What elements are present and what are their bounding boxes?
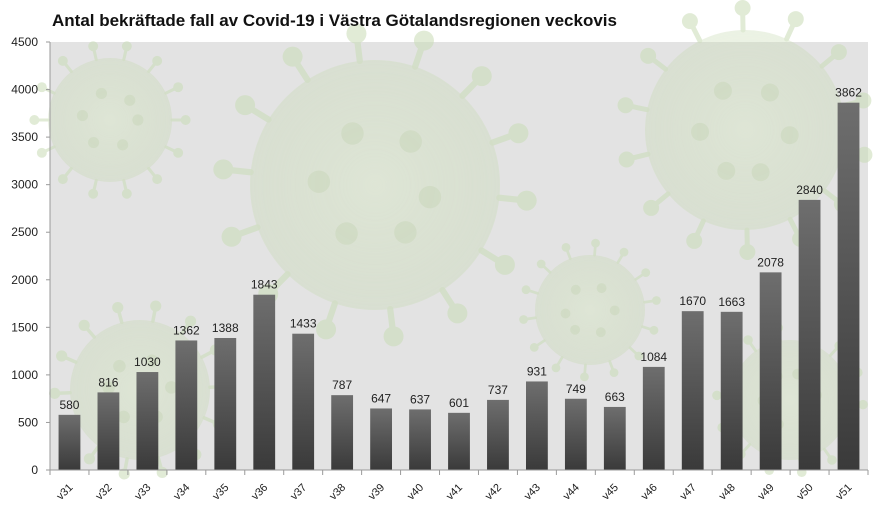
bar (448, 412, 470, 470)
bar (642, 366, 665, 470)
data-label: 1843 (251, 278, 278, 292)
data-label: 1670 (679, 294, 706, 308)
bars: 580 816 1030 1362 1388 1843 1433 787 647 637 601 73… (58, 86, 862, 471)
data-label: 1388 (212, 321, 239, 335)
bar (253, 294, 276, 470)
bar (136, 372, 159, 470)
y-tick-label: 0 (31, 463, 38, 477)
bar (370, 408, 393, 470)
x-tick-label: v32 (94, 482, 115, 503)
y-tick-label: 500 (18, 415, 38, 429)
x-axis: v31 v32 v33 v34 v35 v36 v37 v38 v39 v40 v41 v42 v43 v… (49, 469, 869, 503)
x-tick-label: v47 (678, 482, 699, 503)
bar (487, 399, 509, 470)
data-label: 1362 (173, 323, 200, 337)
y-tick-label: 1500 (11, 320, 38, 334)
x-tick-label: v49 (756, 482, 777, 503)
data-label: 601 (449, 396, 469, 410)
data-label: 637 (410, 392, 430, 406)
y-tick-label: 2000 (11, 273, 38, 287)
data-label: 580 (59, 398, 79, 412)
data-label: 749 (566, 382, 586, 396)
y-tick-label: 3000 (11, 178, 38, 192)
x-tick-label: v44 (561, 482, 582, 503)
x-tick-label: v43 (522, 482, 543, 503)
data-label: 647 (371, 391, 391, 405)
x-tick-label: v46 (639, 482, 660, 503)
x-tick-label: v36 (249, 482, 270, 503)
x-tick-label: v34 (171, 482, 192, 503)
bar (409, 409, 431, 470)
bar (331, 395, 354, 470)
data-label: 816 (98, 375, 118, 389)
x-tick-label: v31 (55, 482, 76, 503)
y-tick-label: 2500 (11, 225, 38, 239)
x-tick-label: v42 (483, 482, 504, 503)
data-label: 3862 (835, 86, 862, 100)
data-label: 1030 (134, 355, 161, 369)
bar (564, 398, 587, 470)
bar (175, 340, 198, 470)
x-tick-label: v50 (795, 482, 816, 503)
data-label: 2840 (796, 183, 823, 197)
data-label: 737 (488, 383, 508, 397)
virus-shape (519, 238, 661, 382)
x-tick-label: v40 (405, 482, 426, 503)
bar (58, 414, 81, 470)
x-tick-label: v33 (132, 482, 153, 503)
bar (759, 272, 782, 470)
bar (720, 311, 743, 470)
data-label: 663 (605, 390, 625, 404)
y-axis: 0 500 1000 1500 2000 2500 3000 3500 4000 4500 (11, 35, 51, 477)
x-tick-label: v38 (327, 482, 348, 503)
bar (603, 406, 626, 470)
data-label: 1433 (290, 317, 317, 331)
x-tick-label: v45 (600, 482, 621, 503)
bar (798, 199, 821, 470)
bar (292, 333, 315, 470)
x-tick-label: v51 (834, 482, 855, 503)
chart-title: Antal bekräftade fall av Covid-19 i Väst… (52, 11, 617, 30)
x-tick-label: v48 (717, 482, 738, 503)
virus-shape (29, 41, 191, 199)
data-label: 1084 (640, 350, 667, 364)
data-label: 787 (332, 378, 352, 392)
y-tick-label: 1000 (11, 368, 38, 382)
bar (837, 102, 860, 471)
x-tick-label: v35 (210, 482, 231, 503)
data-label: 1663 (718, 295, 745, 309)
y-tick-label: 3500 (11, 130, 38, 144)
bar (525, 381, 548, 470)
virus-shape (213, 23, 537, 347)
data-label: 931 (527, 364, 547, 378)
y-tick-label: 4500 (11, 35, 38, 49)
y-tick-label: 4000 (11, 83, 38, 97)
bar (214, 337, 237, 470)
virus-shape (617, 0, 873, 260)
x-tick-label: v39 (366, 482, 387, 503)
data-label: 2078 (757, 255, 784, 269)
x-tick-label: v37 (288, 482, 309, 503)
bar (97, 392, 120, 470)
x-tick-label: v41 (444, 482, 465, 503)
bar (681, 311, 704, 470)
